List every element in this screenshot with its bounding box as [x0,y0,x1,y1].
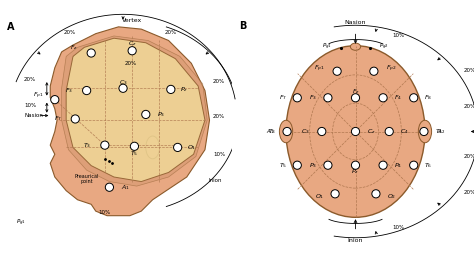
Text: $T_3$: $T_3$ [268,127,276,136]
Circle shape [324,94,332,102]
Text: Inion: Inion [348,238,363,243]
Circle shape [283,127,291,136]
Text: $F_7$: $F_7$ [54,114,62,123]
Text: Nasion: Nasion [345,20,366,25]
Text: $F_8$: $F_8$ [424,93,432,102]
Circle shape [293,94,301,102]
PathPatch shape [50,27,210,216]
Circle shape [324,161,332,169]
Text: $T_5$: $T_5$ [279,161,287,170]
Ellipse shape [286,46,425,217]
Text: 20%: 20% [464,190,474,195]
Circle shape [142,110,150,119]
Text: Nasion: Nasion [24,113,43,118]
Text: 10%: 10% [99,210,111,215]
Text: $O_1$: $O_1$ [315,193,324,201]
Ellipse shape [350,43,361,50]
Text: A: A [7,22,15,32]
Circle shape [420,127,428,136]
Text: $P_{g1}$: $P_{g1}$ [16,218,26,227]
Text: $P_{g2}$: $P_{g2}$ [379,42,389,52]
Text: $P_z$: $P_z$ [180,85,188,94]
Text: 10%: 10% [213,152,225,157]
Text: $T_4$: $T_4$ [435,127,444,136]
Circle shape [331,190,339,198]
Text: $F_z$: $F_z$ [352,87,359,96]
Circle shape [87,49,95,57]
Circle shape [379,161,387,169]
Circle shape [71,115,79,123]
Text: 20%: 20% [213,79,225,84]
Text: 20%: 20% [464,154,474,159]
Text: $F_{p2}$: $F_{p2}$ [386,64,397,74]
Text: $C_z$: $C_z$ [128,39,137,48]
Text: $P_{g1}$: $P_{g1}$ [322,42,332,52]
Circle shape [410,94,418,102]
Circle shape [370,67,378,75]
Text: Preaurical
point: Preaurical point [74,174,99,184]
Circle shape [372,190,380,198]
Text: $F_3$: $F_3$ [65,86,73,95]
Circle shape [385,127,393,136]
Text: $F_7$: $F_7$ [279,93,287,102]
Circle shape [351,94,360,102]
Circle shape [351,127,360,136]
Circle shape [105,183,113,191]
Text: 10%: 10% [392,225,404,230]
Text: $O_2$: $O_2$ [387,193,396,201]
Circle shape [293,161,301,169]
Circle shape [173,143,182,151]
Text: 10%: 10% [24,103,36,108]
Text: $T_5$: $T_5$ [130,149,138,158]
Circle shape [351,161,360,169]
Circle shape [51,95,59,104]
Text: 20%: 20% [64,30,76,35]
Text: 20%: 20% [24,77,36,82]
Circle shape [379,94,387,102]
Text: $P_3$: $P_3$ [157,110,165,119]
Text: $P_4$: $P_4$ [394,161,402,170]
Text: $F_4$: $F_4$ [394,93,402,102]
Text: 20%: 20% [125,61,137,66]
Circle shape [130,142,138,150]
Text: $C_3$: $C_3$ [118,78,128,87]
Circle shape [318,127,326,136]
Text: $F_z$: $F_z$ [70,43,78,52]
Text: $F_3$: $F_3$ [309,93,317,102]
Text: 20%: 20% [165,30,177,35]
Text: $F_{p1}$: $F_{p1}$ [33,91,44,101]
Circle shape [128,47,136,55]
Circle shape [333,67,341,75]
Ellipse shape [419,120,432,143]
Text: 20%: 20% [464,68,474,73]
Text: $A_2$: $A_2$ [437,127,446,136]
PathPatch shape [62,36,207,186]
Circle shape [101,141,109,149]
Text: $T_3$: $T_3$ [83,141,91,150]
Text: B: B [239,21,247,31]
Text: 10%: 10% [392,33,404,38]
Text: $A_1$: $A_1$ [121,183,130,192]
Text: Inion: Inion [209,178,222,183]
Text: $P_z$: $P_z$ [351,167,360,176]
Circle shape [119,84,127,92]
Text: $P_3$: $P_3$ [309,161,317,170]
Text: $C_z$: $C_z$ [367,127,375,136]
PathPatch shape [66,38,205,181]
Text: 20%: 20% [213,114,225,119]
Text: $T_6$: $T_6$ [424,161,432,170]
Circle shape [82,87,91,95]
Text: $C_3$: $C_3$ [301,127,310,136]
Ellipse shape [279,120,292,143]
Circle shape [410,161,418,169]
Ellipse shape [146,136,159,159]
Text: $C_4$: $C_4$ [401,127,410,136]
Text: 20%: 20% [464,104,474,109]
Text: Vertex: Vertex [122,18,142,23]
Text: $A_1$: $A_1$ [265,127,274,136]
Text: $O_1$: $O_1$ [187,143,196,152]
Text: $F_{p1}$: $F_{p1}$ [314,64,325,74]
Circle shape [167,85,175,94]
